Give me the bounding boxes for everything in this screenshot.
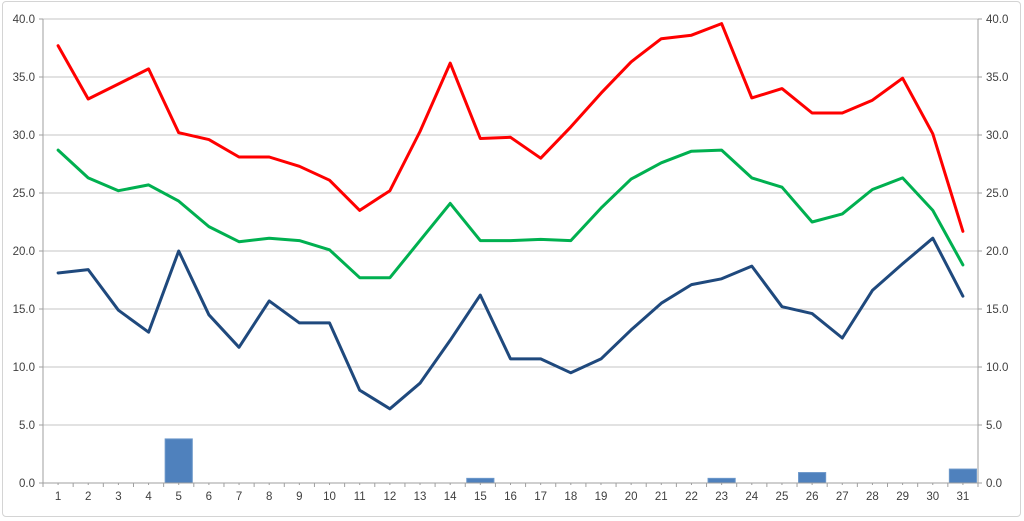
x-axis-label: 8: [266, 491, 272, 503]
y-axis-left-label: 30.0: [13, 130, 35, 142]
x-axis-label: 23: [715, 491, 728, 503]
daily-max-line: [56, 22, 965, 233]
y-axis-right-label: 10.0: [986, 362, 1008, 374]
y-axis-left-label: 35.0: [13, 72, 35, 84]
precipitation-bars-day-15: [466, 477, 495, 484]
x-axis-label: 24: [745, 491, 758, 503]
daily-min-line: [56, 236, 965, 411]
x-axis-label: 12: [383, 491, 396, 503]
y-axis-left-label: 0.0: [19, 478, 35, 490]
x-axis-label: 9: [296, 491, 302, 503]
y-axis-right-label: 35.0: [986, 72, 1008, 84]
x-axis-label: 19: [595, 491, 608, 503]
y-axis-right-label: 30.0: [986, 130, 1008, 142]
y-axis-right-label: 5.0: [986, 420, 1002, 432]
x-axis-label: 16: [504, 491, 517, 503]
x-axis-label: 30: [926, 491, 939, 503]
precipitation-bars-day-31: [948, 468, 977, 484]
x-axis-label: 6: [206, 491, 212, 503]
y-axis-left-label: 40.0: [13, 14, 35, 26]
x-axis-label: 25: [776, 491, 789, 503]
y-axis-left-label: 15.0: [13, 304, 35, 316]
x-axis-label: 4: [145, 491, 152, 503]
x-axis-label: 31: [957, 491, 970, 503]
daily-mean-line: [56, 148, 965, 280]
x-axis-label: 21: [655, 491, 668, 503]
x-axis-label: 20: [625, 491, 638, 503]
y-axis-right-label: 40.0: [986, 14, 1008, 26]
x-axis-label: 26: [806, 491, 819, 503]
x-axis-label: 18: [564, 491, 577, 503]
x-axis-label: 5: [176, 491, 182, 503]
x-axis-label: 22: [685, 491, 698, 503]
y-axis-right-label: 25.0: [986, 188, 1008, 200]
x-axis-label: 29: [896, 491, 909, 503]
x-axis-label: 1: [55, 491, 61, 503]
precipitation-bars-day-26: [798, 472, 827, 484]
x-axis-label: 28: [866, 491, 879, 503]
y-axis-right-label: 15.0: [986, 304, 1008, 316]
x-axis-label: 11: [354, 491, 366, 503]
x-axis-label: 14: [444, 491, 457, 503]
x-axis-label: 7: [236, 491, 242, 503]
x-axis-label: 27: [836, 491, 849, 503]
y-axis-left-label: 10.0: [13, 362, 35, 374]
x-axis-label: 10: [323, 491, 336, 503]
y-axis-left-label: 25.0: [13, 188, 35, 200]
y-axis-right-label: 0.0: [986, 478, 1002, 490]
x-axis-label: 2: [85, 491, 91, 503]
y-axis-left-label: 20.0: [13, 246, 35, 258]
y-axis-left-label: 5.0: [19, 420, 35, 432]
precipitation-bars-day-5: [164, 438, 193, 484]
x-axis-label: 13: [414, 491, 427, 503]
precipitation-bars-day-23: [707, 477, 736, 484]
x-axis-label: 17: [534, 491, 547, 503]
x-axis-label: 15: [474, 491, 487, 503]
y-axis-right-label: 20.0: [986, 246, 1008, 258]
x-axis-label: 3: [115, 491, 121, 503]
